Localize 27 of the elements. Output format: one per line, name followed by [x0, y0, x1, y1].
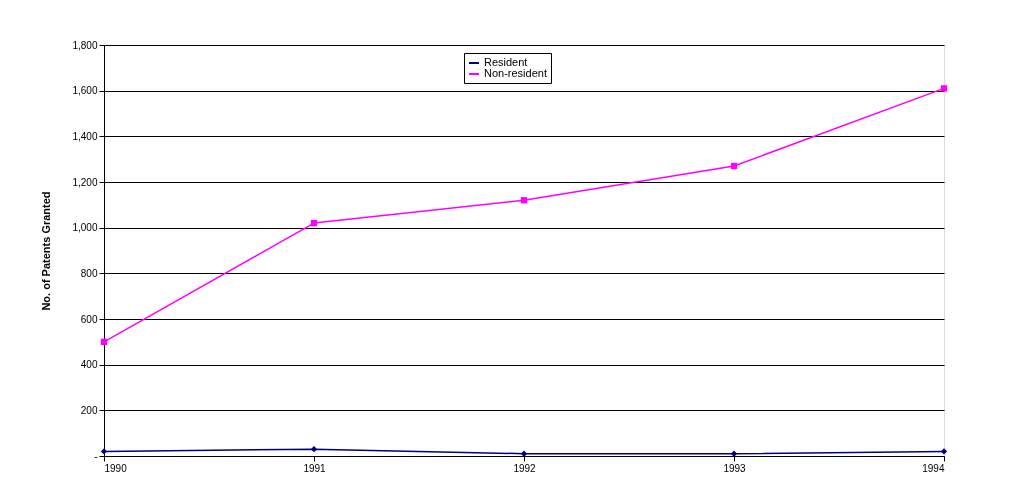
- y-tick-label: 1,600: [72, 85, 98, 97]
- y-tick-label: 1,400: [72, 130, 98, 142]
- y-tick-label: 1,000: [72, 222, 98, 234]
- y-tick-label: -: [94, 450, 98, 462]
- x-tick-label: 1993: [723, 462, 747, 474]
- y-tick-label: 600: [80, 313, 98, 325]
- y-axis-title: No. of Patents Granted: [40, 191, 53, 311]
- point: [520, 197, 528, 204]
- y-tick-label: 800: [80, 267, 98, 279]
- y-tick-label: 400: [80, 359, 98, 371]
- legend-label: Resident: [484, 56, 528, 68]
- y-tick-label: 1,800: [72, 39, 98, 51]
- x-tick-label: 1992: [513, 462, 537, 474]
- point: [100, 338, 108, 345]
- x-tick-label: 1990: [104, 462, 128, 474]
- y-tick-label: 200: [80, 404, 98, 416]
- point: [520, 450, 528, 457]
- x-tick-label: 1991: [303, 462, 327, 474]
- point: [730, 450, 738, 457]
- point: [310, 219, 318, 227]
- x-tick-label: 1994: [922, 462, 945, 474]
- legend-label: Non-resident: [484, 67, 547, 79]
- y-tick-label: 1,200: [72, 176, 98, 188]
- point: [310, 445, 318, 453]
- point: [940, 85, 948, 92]
- point: [940, 448, 948, 455]
- point: [730, 162, 738, 170]
